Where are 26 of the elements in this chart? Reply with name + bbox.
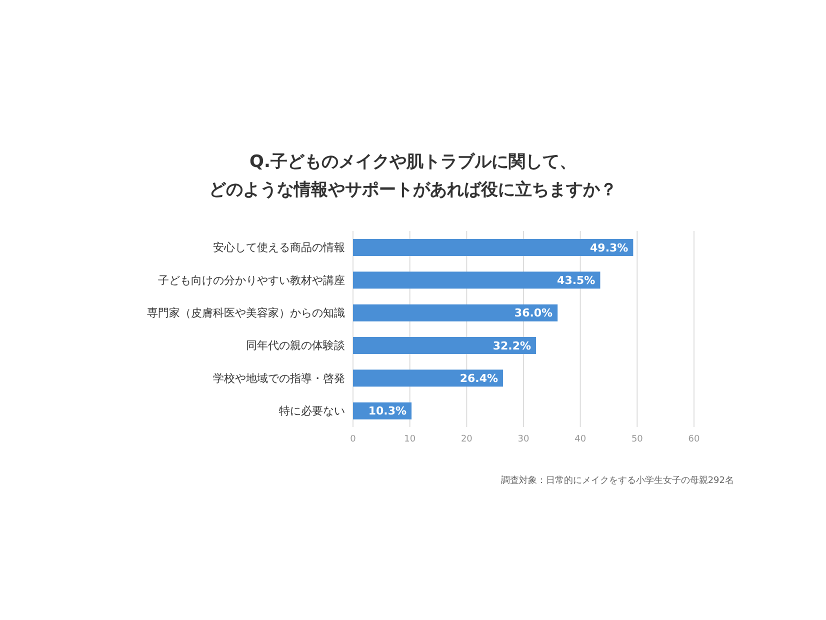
- bar: [353, 272, 600, 289]
- x-tick-label: 60: [688, 434, 700, 444]
- data-label: 36.0%: [514, 306, 553, 320]
- bar: [353, 304, 558, 322]
- data-label: 49.3%: [590, 241, 628, 254]
- bar: [353, 239, 634, 256]
- bar: [353, 337, 536, 354]
- y-tick-label: 特に必要ない: [279, 404, 345, 418]
- y-tick-label: 安心して使える商品の情報: [213, 241, 345, 254]
- y-tick-label: 学校や地域での指導・啓発: [213, 372, 345, 385]
- y-tick-label: 専門家（皮膚科医や美容家）からの知識: [147, 306, 345, 320]
- text: 調査対象：日常的にメイクをする小学生女子の母親292名: [500, 474, 734, 487]
- bar: [353, 370, 504, 387]
- data-label: 10.3%: [368, 404, 407, 418]
- x-tick-label: 20: [460, 434, 473, 444]
- data-label: 43.5%: [557, 274, 596, 288]
- chart-title: Q.子どものメイクや肌トラブルに関して、どのような情報やサポートがあれば役に立ちますか？: [208, 151, 618, 202]
- x-tick-label: 30: [518, 434, 530, 444]
- x-tick-label: 10: [404, 434, 416, 444]
- x-tick-label: 40: [574, 434, 586, 444]
- y-tick-label: 子ども向けの分かりやすい教材や講座: [158, 274, 345, 287]
- x-tick-label: 50: [631, 434, 644, 444]
- y-tick-label: 同年代の親の体験談: [246, 339, 345, 352]
- data-label: 32.2%: [492, 339, 532, 352]
- data-label: 26.4%: [460, 372, 498, 386]
- x-tick-label: 0: [350, 434, 356, 444]
